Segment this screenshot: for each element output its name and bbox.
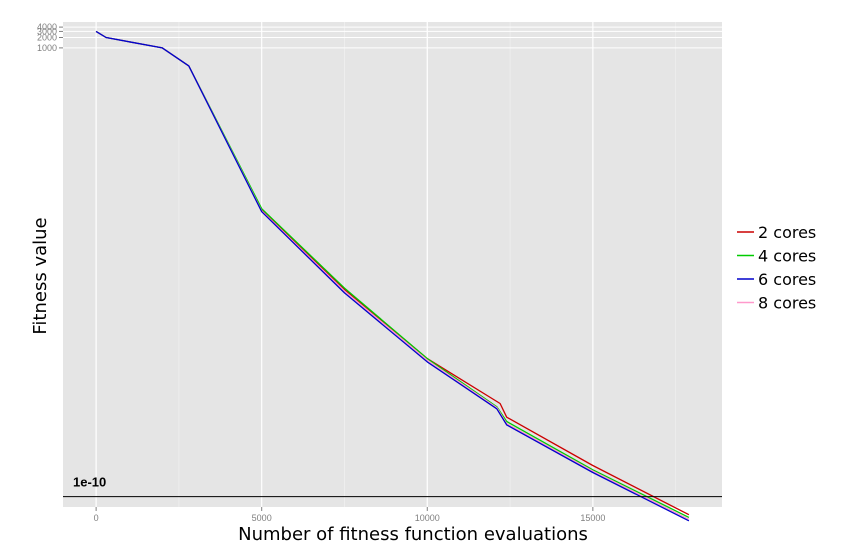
series-line-6-cores — [95, 30, 690, 522]
y-axis-title: Fitness value — [30, 217, 51, 334]
x-axis-ticks: 0 5000 10000 15000 — [94, 507, 605, 523]
legend-label: 8 cores — [758, 294, 816, 313]
x-tick-label: 0 — [94, 513, 99, 523]
grid — [63, 22, 722, 507]
x-tick-label: 10000 — [415, 513, 440, 523]
y-tick-label: 1000 — [37, 43, 57, 53]
x-tick-label: 5000 — [252, 513, 272, 523]
legend: 2 cores 4 cores 6 cores 8 cores — [737, 223, 816, 313]
legend-label: 4 cores — [758, 247, 816, 266]
reference-line-group: 1e-10 — [63, 475, 722, 498]
legend-label: 2 cores — [758, 223, 816, 242]
x-axis-title: Number of fitness function evaluations — [238, 524, 588, 545]
x-tick-label: 15000 — [580, 513, 605, 523]
y-tick-label: 2000 — [37, 32, 57, 42]
y-tick-label: 4000 — [37, 22, 57, 32]
series-lines — [95, 30, 690, 522]
legend-label: 6 cores — [758, 270, 816, 289]
reference-line-label: 1e-10 — [73, 475, 106, 490]
plot-panel — [63, 22, 722, 507]
y-tick-label: 3000 — [37, 26, 57, 36]
